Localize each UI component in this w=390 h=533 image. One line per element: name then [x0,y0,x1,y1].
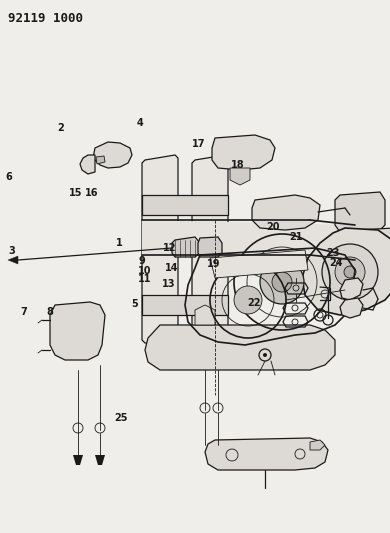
Circle shape [372,242,378,248]
Polygon shape [95,455,105,465]
Polygon shape [80,155,95,174]
Circle shape [263,353,267,357]
Polygon shape [142,220,355,260]
Text: 92119 1000: 92119 1000 [8,12,83,25]
Polygon shape [230,168,250,185]
Text: 25: 25 [114,414,128,423]
Text: 1: 1 [115,238,122,247]
Circle shape [372,260,378,266]
Polygon shape [73,455,83,465]
Text: 15: 15 [69,188,83,198]
Polygon shape [96,156,105,164]
Polygon shape [335,192,385,232]
Text: 8: 8 [46,307,53,317]
Polygon shape [145,325,335,370]
Polygon shape [195,305,215,325]
Text: 10: 10 [138,266,151,276]
Polygon shape [172,237,200,257]
Text: 20: 20 [266,222,280,231]
Circle shape [322,244,378,300]
Polygon shape [212,135,275,170]
Text: 18: 18 [231,160,245,170]
Polygon shape [192,155,228,343]
Text: 16: 16 [85,188,98,198]
Polygon shape [205,438,328,470]
Text: 21: 21 [290,232,303,242]
Circle shape [260,260,304,304]
Text: 14: 14 [165,263,178,272]
Circle shape [272,272,292,292]
Polygon shape [252,195,320,230]
Polygon shape [310,440,325,450]
Polygon shape [210,250,308,278]
Text: 22: 22 [247,298,260,308]
Text: 4: 4 [137,118,144,127]
Polygon shape [350,228,390,278]
Text: 13: 13 [162,279,175,288]
Text: 7: 7 [21,307,28,317]
Polygon shape [198,237,222,257]
Polygon shape [340,278,363,300]
Text: 9: 9 [139,256,146,266]
Text: 6: 6 [5,172,12,182]
Text: 12: 12 [163,243,176,253]
Text: 23: 23 [327,248,340,258]
Text: 3: 3 [8,246,15,255]
Circle shape [335,257,365,287]
Text: 19: 19 [207,259,220,269]
Text: 24: 24 [330,258,343,268]
Circle shape [344,266,356,278]
Text: 17: 17 [192,139,206,149]
Polygon shape [340,298,363,318]
Text: 11: 11 [138,274,152,284]
Polygon shape [142,195,228,215]
Text: 5: 5 [131,299,138,309]
Polygon shape [302,228,390,315]
Polygon shape [142,295,228,315]
Polygon shape [142,155,178,343]
Text: 2: 2 [57,123,64,133]
Polygon shape [50,302,105,360]
Polygon shape [8,256,18,264]
Circle shape [234,286,262,314]
Polygon shape [93,142,132,168]
